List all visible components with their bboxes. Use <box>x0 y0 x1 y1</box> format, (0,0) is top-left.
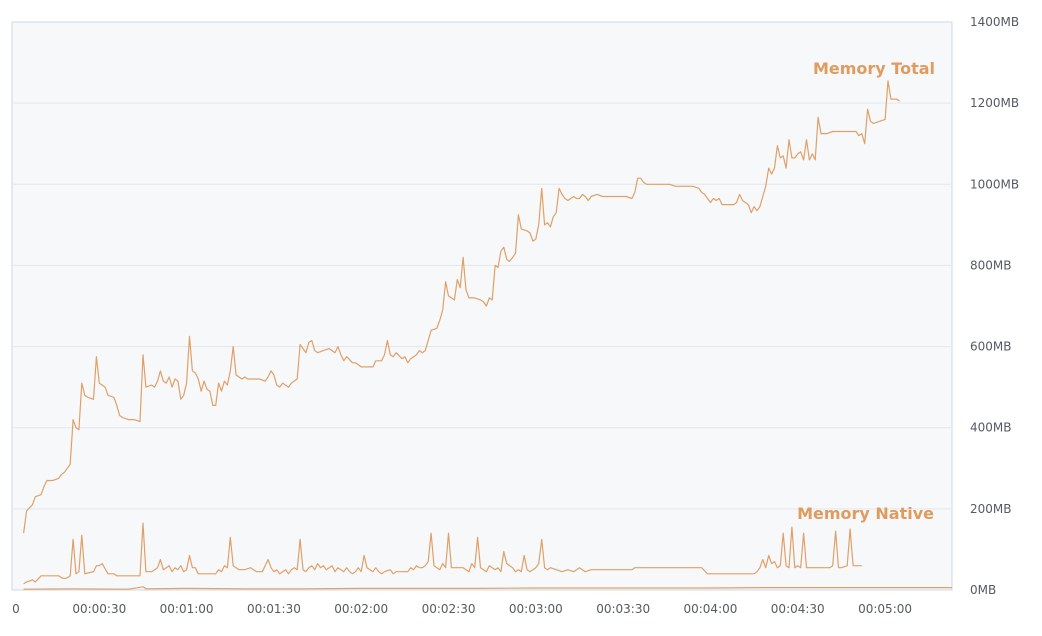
x-tick-label: 00:02:00 <box>334 602 388 616</box>
x-tick-label: 00:02:30 <box>422 602 476 616</box>
series-labels: Memory Total Memory Native <box>797 59 935 523</box>
series-lines <box>23 80 952 590</box>
y-tick-label: 1400MB <box>970 15 1019 29</box>
series-label-memory-native: Memory Native <box>797 504 934 523</box>
x-tick-label: 00:04:00 <box>683 602 737 616</box>
y-tick-label: 800MB <box>970 258 1012 272</box>
y-tick-label: 0MB <box>970 583 996 597</box>
grid-lines <box>12 102 952 510</box>
x-tick-label: 00:03:00 <box>509 602 563 616</box>
x-tick-label: 00:04:30 <box>771 602 825 616</box>
x-tick-label: 00:01:30 <box>247 602 301 616</box>
y-tick-label: 1000MB <box>970 177 1019 191</box>
x-tick-label: 00:01:00 <box>160 602 214 616</box>
y-tick-label: 600MB <box>970 340 1012 354</box>
plot-area <box>11 21 953 591</box>
x-tick-label: 00:00:30 <box>72 602 126 616</box>
x-tick-label: 00:05:00 <box>858 602 912 616</box>
y-axis-ticks: 0MB 200MB 400MB 600MB 800MB 1000MB 1200MB 1400M… <box>970 15 1019 597</box>
series-label-memory-total: Memory Total <box>813 59 935 78</box>
y-tick-label: 200MB <box>970 502 1012 516</box>
series-line-memory-native <box>23 522 862 585</box>
x-tick-label: 00:03:30 <box>596 602 650 616</box>
x-tick-label: 0 <box>12 602 20 616</box>
y-tick-label: 400MB <box>970 421 1012 435</box>
y-tick-label: 1200MB <box>970 96 1019 110</box>
series-line-2 <box>23 586 952 590</box>
series-line-memory-total <box>23 80 900 534</box>
x-axis-ticks: 0 00:00:30 00:01:00 00:01:30 00:02:00 00:02:3… <box>12 602 912 616</box>
